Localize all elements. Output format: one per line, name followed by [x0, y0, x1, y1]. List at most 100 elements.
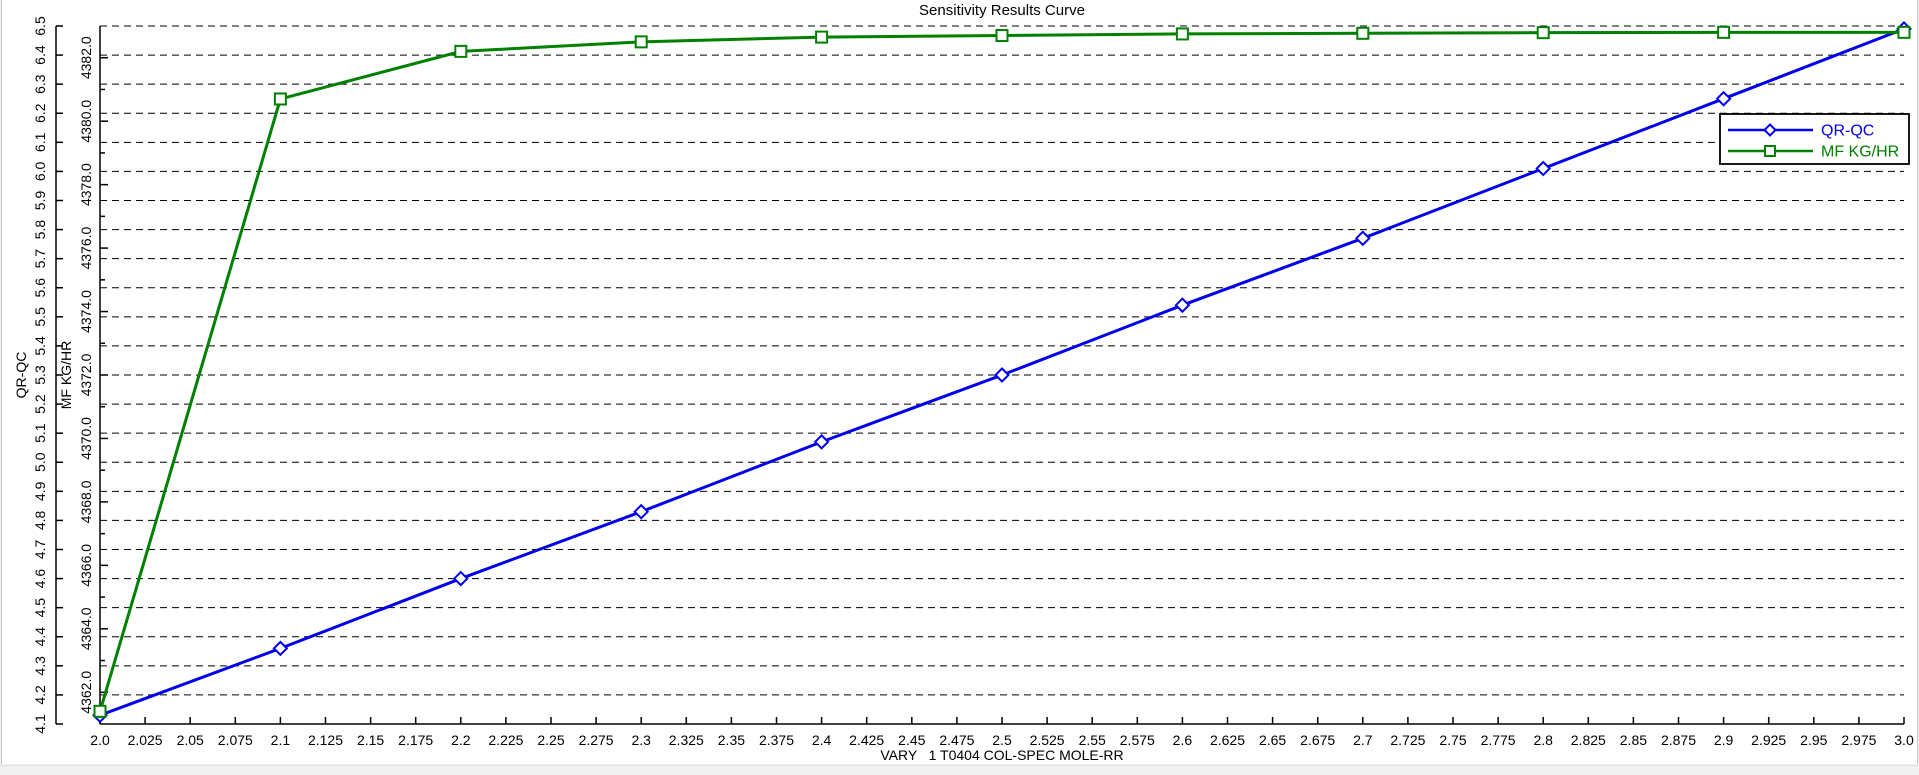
x-tick-label: 2.95	[1800, 732, 1827, 748]
data-point-marker	[1175, 27, 1189, 41]
qr-tick-label: 4.7	[32, 540, 48, 560]
mf-axis-title: MF KG/HR	[58, 341, 74, 409]
mf-tick-label: 4376.0	[78, 226, 94, 269]
legend-label: MF KG/HR	[1821, 144, 1899, 161]
x-tick-label: 2.45	[898, 732, 925, 748]
x-tick-label: 2.0	[90, 732, 110, 748]
data-point-marker	[454, 44, 468, 58]
x-tick-label: 2.225	[488, 732, 523, 748]
x-tick-label: 2.525	[1030, 732, 1065, 748]
qr-tick-label: 6.0	[32, 161, 48, 181]
qr-tick-label: 5.3	[32, 365, 48, 385]
x-tick-label: 2.625	[1210, 732, 1245, 748]
x-tick-label: 2.5	[992, 732, 1012, 748]
qr-tick-label: 4.8	[32, 510, 48, 530]
legend-box	[1719, 113, 1910, 165]
x-tick-label: 2.875	[1661, 732, 1696, 748]
legend: QR-QC MF KG/HR	[1719, 113, 1910, 165]
x-tick-label: 2.85	[1620, 732, 1647, 748]
series-qr-qc	[92, 20, 1912, 724]
mf-tick-label: 4380.0	[78, 100, 94, 143]
x-tick-label: 2.725	[1390, 732, 1425, 748]
qr-tick-label: 6.5	[32, 16, 48, 36]
qr-tick-label: 5.0	[32, 452, 48, 472]
x-tick-label: 2.825	[1571, 732, 1606, 748]
qr-axis-title: QR-QC	[13, 352, 29, 399]
data-point-marker	[634, 35, 648, 49]
mf-tick-label: 4378.0	[78, 163, 94, 206]
x-tick-label: 2.025	[128, 732, 163, 748]
x-tick-label: 2.575	[1120, 732, 1155, 748]
data-point-marker	[1535, 160, 1552, 177]
data-point-marker	[1356, 26, 1370, 40]
qr-tick-label: 6.1	[32, 132, 48, 152]
x-tick-label: 2.975	[1841, 732, 1876, 748]
x-tick-label: 3.0	[1894, 732, 1914, 748]
qr-tick-label: 6.4	[32, 45, 48, 65]
x-tick-label: 2.7	[1353, 732, 1373, 748]
data-point-marker	[633, 503, 650, 520]
x-tick-label: 2.35	[718, 732, 745, 748]
mf-tick-label: 4368.0	[78, 480, 94, 523]
qr-tick-label: 4.4	[32, 627, 48, 647]
x-tick-label: 2.9	[1714, 732, 1734, 748]
x-tick-label: 2.6	[1173, 732, 1193, 748]
x-tick-label: 2.65	[1259, 732, 1286, 748]
data-point-marker	[815, 30, 829, 44]
x-tick-label: 2.3	[631, 732, 651, 748]
mf-tick-label: 4382.0	[78, 36, 94, 79]
mf-tick-label: 4366.0	[78, 544, 94, 587]
qr-tick-label: 4.5	[32, 598, 48, 618]
x-tick-label: 2.4	[812, 732, 832, 748]
x-tick-label: 2.05	[177, 732, 204, 748]
chart-title: Sensitivity Results Curve	[919, 2, 1085, 19]
qr-tick-label: 5.1	[32, 423, 48, 443]
data-point-marker	[272, 640, 289, 657]
qr-tick-label: 6.2	[32, 103, 48, 123]
x-tick-label: 2.275	[579, 732, 614, 748]
mf-axis: 4362.0 4364.0 4366.0 4368.0 4370.0 4372.0 4374…	[58, 26, 108, 724]
qr-tick-label: 4.3	[32, 656, 48, 676]
data-point-marker	[1354, 230, 1371, 247]
mf-tick-label: 4362.0	[78, 671, 94, 714]
x-tick-label: 2.425	[849, 732, 884, 748]
x-tick-label: 2.25	[537, 732, 564, 748]
mf-tick-label: 4370.0	[78, 417, 94, 460]
data-point-marker	[994, 367, 1010, 383]
qr-tick-label: 5.2	[32, 394, 48, 414]
data-point-marker	[995, 29, 1009, 43]
x-tick-label: 2.175	[398, 732, 433, 748]
qr-tick-label: 4.6	[32, 569, 48, 589]
data-point-marker	[1897, 25, 1911, 39]
x-tick-label: 2.75	[1439, 732, 1466, 748]
data-point-marker	[1717, 25, 1731, 39]
x-tick-label: 2.8	[1533, 732, 1553, 748]
gridlines	[100, 25, 1904, 696]
qr-tick-label: 4.2	[32, 685, 48, 705]
x-tick-label: 2.55	[1079, 732, 1106, 748]
x-tick-label: 2.125	[308, 732, 343, 748]
mf-tick-label: 4372.0	[78, 353, 94, 396]
x-tick-label: 2.2	[451, 732, 471, 748]
qr-tick-label: 5.4	[32, 336, 48, 356]
data-point-marker	[1536, 26, 1550, 40]
x-tick-label: 2.675	[1300, 732, 1335, 748]
data-point-marker	[1174, 297, 1191, 314]
qr-tick-label: 5.6	[32, 278, 48, 298]
x-tick-label: 2.375	[759, 732, 794, 748]
legend-label: QR-QC	[1821, 123, 1874, 140]
x-axis: 2.0 2.025 2.05 2.075 2.1 2.125 2.15 2.175 2.2 2.2…	[90, 717, 1914, 763]
x-tick-label: 2.15	[357, 732, 384, 748]
window-bottom-strip	[0, 765, 1919, 775]
data-point-marker	[1763, 123, 1777, 137]
x-tick-label: 2.475	[939, 732, 974, 748]
qr-tick-label: 4.1	[32, 714, 48, 734]
x-axis-title: VARY 1 T0404 COL-SPEC MOLE-RR	[880, 747, 1123, 763]
qr-tick-label: 5.7	[32, 249, 48, 269]
mf-tick-label: 4374.0	[78, 290, 94, 333]
data-point-marker	[813, 433, 830, 450]
data-point-marker	[452, 570, 469, 587]
